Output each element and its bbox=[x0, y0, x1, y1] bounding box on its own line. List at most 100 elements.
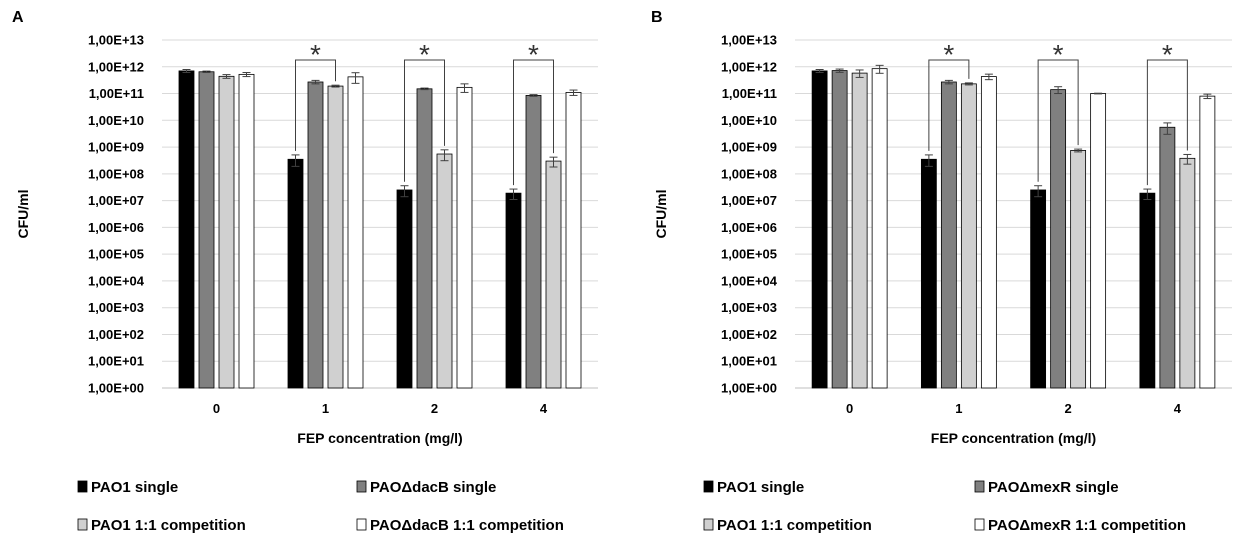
x-tick-label: 4 bbox=[1174, 401, 1182, 416]
legend-label: PAO1 1:1 competition bbox=[717, 517, 872, 534]
legend-label: PAOΔmexR 1:1 competition bbox=[988, 517, 1186, 534]
bar bbox=[347, 76, 364, 389]
legend-swatch bbox=[77, 480, 88, 493]
y-tick-label: 1,00E+02 bbox=[88, 327, 144, 342]
x-tick-label: 1 bbox=[955, 401, 962, 416]
bar bbox=[238, 73, 255, 389]
bar bbox=[940, 81, 957, 389]
y-tick-label: 1,00E+10 bbox=[721, 113, 777, 128]
x-axis-title: FEP concentration (mg/l) bbox=[931, 430, 1096, 446]
bar bbox=[1070, 150, 1087, 389]
y-tick-label: 1,00E+01 bbox=[721, 354, 777, 369]
legend-swatch bbox=[356, 518, 367, 531]
significance-bracket bbox=[1146, 59, 1188, 186]
x-tick-label: 4 bbox=[540, 401, 548, 416]
significance-bracket bbox=[513, 59, 554, 186]
y-tick-label: 1,00E+12 bbox=[88, 59, 144, 74]
y-tick-label: 1,00E+05 bbox=[721, 247, 777, 262]
y-tick-label: 1,00E+00 bbox=[88, 381, 144, 396]
y-tick-label: 1,00E+05 bbox=[88, 247, 144, 262]
legend-label: PAO1 single bbox=[91, 479, 178, 496]
bar bbox=[505, 192, 522, 389]
legend-swatch bbox=[974, 518, 985, 531]
y-tick-label: 1,00E+10 bbox=[88, 113, 144, 128]
legend-label: PAOΔdacB single bbox=[370, 479, 496, 496]
bar bbox=[178, 70, 195, 389]
legend-label: PAOΔdacB 1:1 competition bbox=[370, 517, 564, 534]
bar bbox=[1030, 189, 1047, 389]
panel-a: A 1,00E+00 1,00E+01 1,00E+02 1,00E+03 1,00E+0… bbox=[12, 9, 598, 534]
bar bbox=[436, 153, 453, 389]
significance-star: * bbox=[528, 39, 539, 70]
bar bbox=[218, 75, 235, 389]
y-tick-label: 1,00E+08 bbox=[88, 166, 144, 181]
bar bbox=[851, 72, 868, 389]
significance-star: * bbox=[310, 39, 321, 70]
y-tick-label: 1,00E+07 bbox=[721, 193, 777, 208]
bar bbox=[1050, 89, 1067, 389]
y-tick-label: 1,00E+08 bbox=[721, 166, 777, 181]
significance-star: * bbox=[1053, 39, 1064, 70]
panel-b: B 1,00E+00 1,00E+01 1,00E+02 1,00E+03 1,00E+0… bbox=[651, 9, 1232, 534]
y-tick-label: 1,00E+02 bbox=[721, 327, 777, 342]
bar bbox=[960, 83, 977, 389]
significance-bracket bbox=[404, 59, 445, 182]
x-tick-label: 1 bbox=[322, 401, 329, 416]
y-tick-label: 1,00E+03 bbox=[721, 300, 777, 315]
y-tick-label: 1,00E+06 bbox=[721, 220, 777, 235]
bar bbox=[287, 158, 304, 389]
x-tick-label: 0 bbox=[213, 401, 220, 416]
bar bbox=[811, 70, 828, 389]
bar bbox=[831, 70, 848, 389]
significance-star: * bbox=[943, 39, 954, 70]
y-tick-label: 1,00E+13 bbox=[721, 33, 777, 48]
bar bbox=[198, 71, 215, 389]
bar bbox=[396, 189, 413, 389]
legend-label: PAOΔmexR single bbox=[988, 479, 1119, 496]
bar bbox=[307, 81, 324, 389]
legend-swatch bbox=[703, 480, 714, 493]
significance-star: * bbox=[1162, 39, 1173, 70]
bar bbox=[327, 85, 344, 389]
y-tick-label: 1,00E+09 bbox=[88, 140, 144, 155]
y-tick-label: 1,00E+04 bbox=[88, 273, 145, 288]
panel-letter: B bbox=[651, 9, 663, 26]
bar bbox=[1139, 192, 1156, 389]
y-tick-label: 1,00E+09 bbox=[721, 140, 777, 155]
y-axis-title: CFU/ml bbox=[653, 190, 669, 239]
bar bbox=[456, 86, 473, 389]
significance-bracket bbox=[295, 59, 336, 151]
x-tick-label: 0 bbox=[846, 401, 853, 416]
significance-bracket bbox=[928, 59, 970, 151]
y-axis-title: CFU/ml bbox=[15, 190, 31, 239]
bar bbox=[1090, 93, 1107, 389]
legend-swatch bbox=[77, 518, 88, 531]
x-axis-title: FEP concentration (mg/l) bbox=[297, 430, 462, 446]
legend-swatch bbox=[356, 480, 367, 493]
bar bbox=[1179, 157, 1196, 389]
bar bbox=[1199, 95, 1216, 389]
bar bbox=[525, 95, 542, 389]
legend-label: PAO1 1:1 competition bbox=[91, 517, 246, 534]
bar bbox=[920, 158, 937, 389]
y-tick-label: 1,00E+01 bbox=[88, 354, 144, 369]
y-tick-label: 1,00E+04 bbox=[721, 273, 778, 288]
bar bbox=[565, 92, 582, 389]
bar bbox=[1159, 126, 1176, 389]
bar bbox=[871, 68, 888, 389]
y-tick-label: 1,00E+13 bbox=[88, 33, 144, 48]
panel-letter: A bbox=[12, 9, 24, 26]
y-tick-label: 1,00E+03 bbox=[88, 300, 144, 315]
y-tick-label: 1,00E+11 bbox=[722, 86, 777, 101]
legend-label: PAO1 single bbox=[717, 479, 804, 496]
bar bbox=[416, 88, 433, 389]
x-tick-label: 2 bbox=[431, 401, 438, 416]
y-tick-label: 1,00E+00 bbox=[721, 381, 777, 396]
significance-bracket bbox=[1037, 59, 1079, 182]
significance-star: * bbox=[419, 39, 430, 70]
y-tick-label: 1,00E+12 bbox=[721, 59, 777, 74]
y-tick-label: 1,00E+07 bbox=[88, 193, 144, 208]
y-tick-label: 1,00E+11 bbox=[89, 86, 144, 101]
legend-swatch bbox=[974, 480, 985, 493]
